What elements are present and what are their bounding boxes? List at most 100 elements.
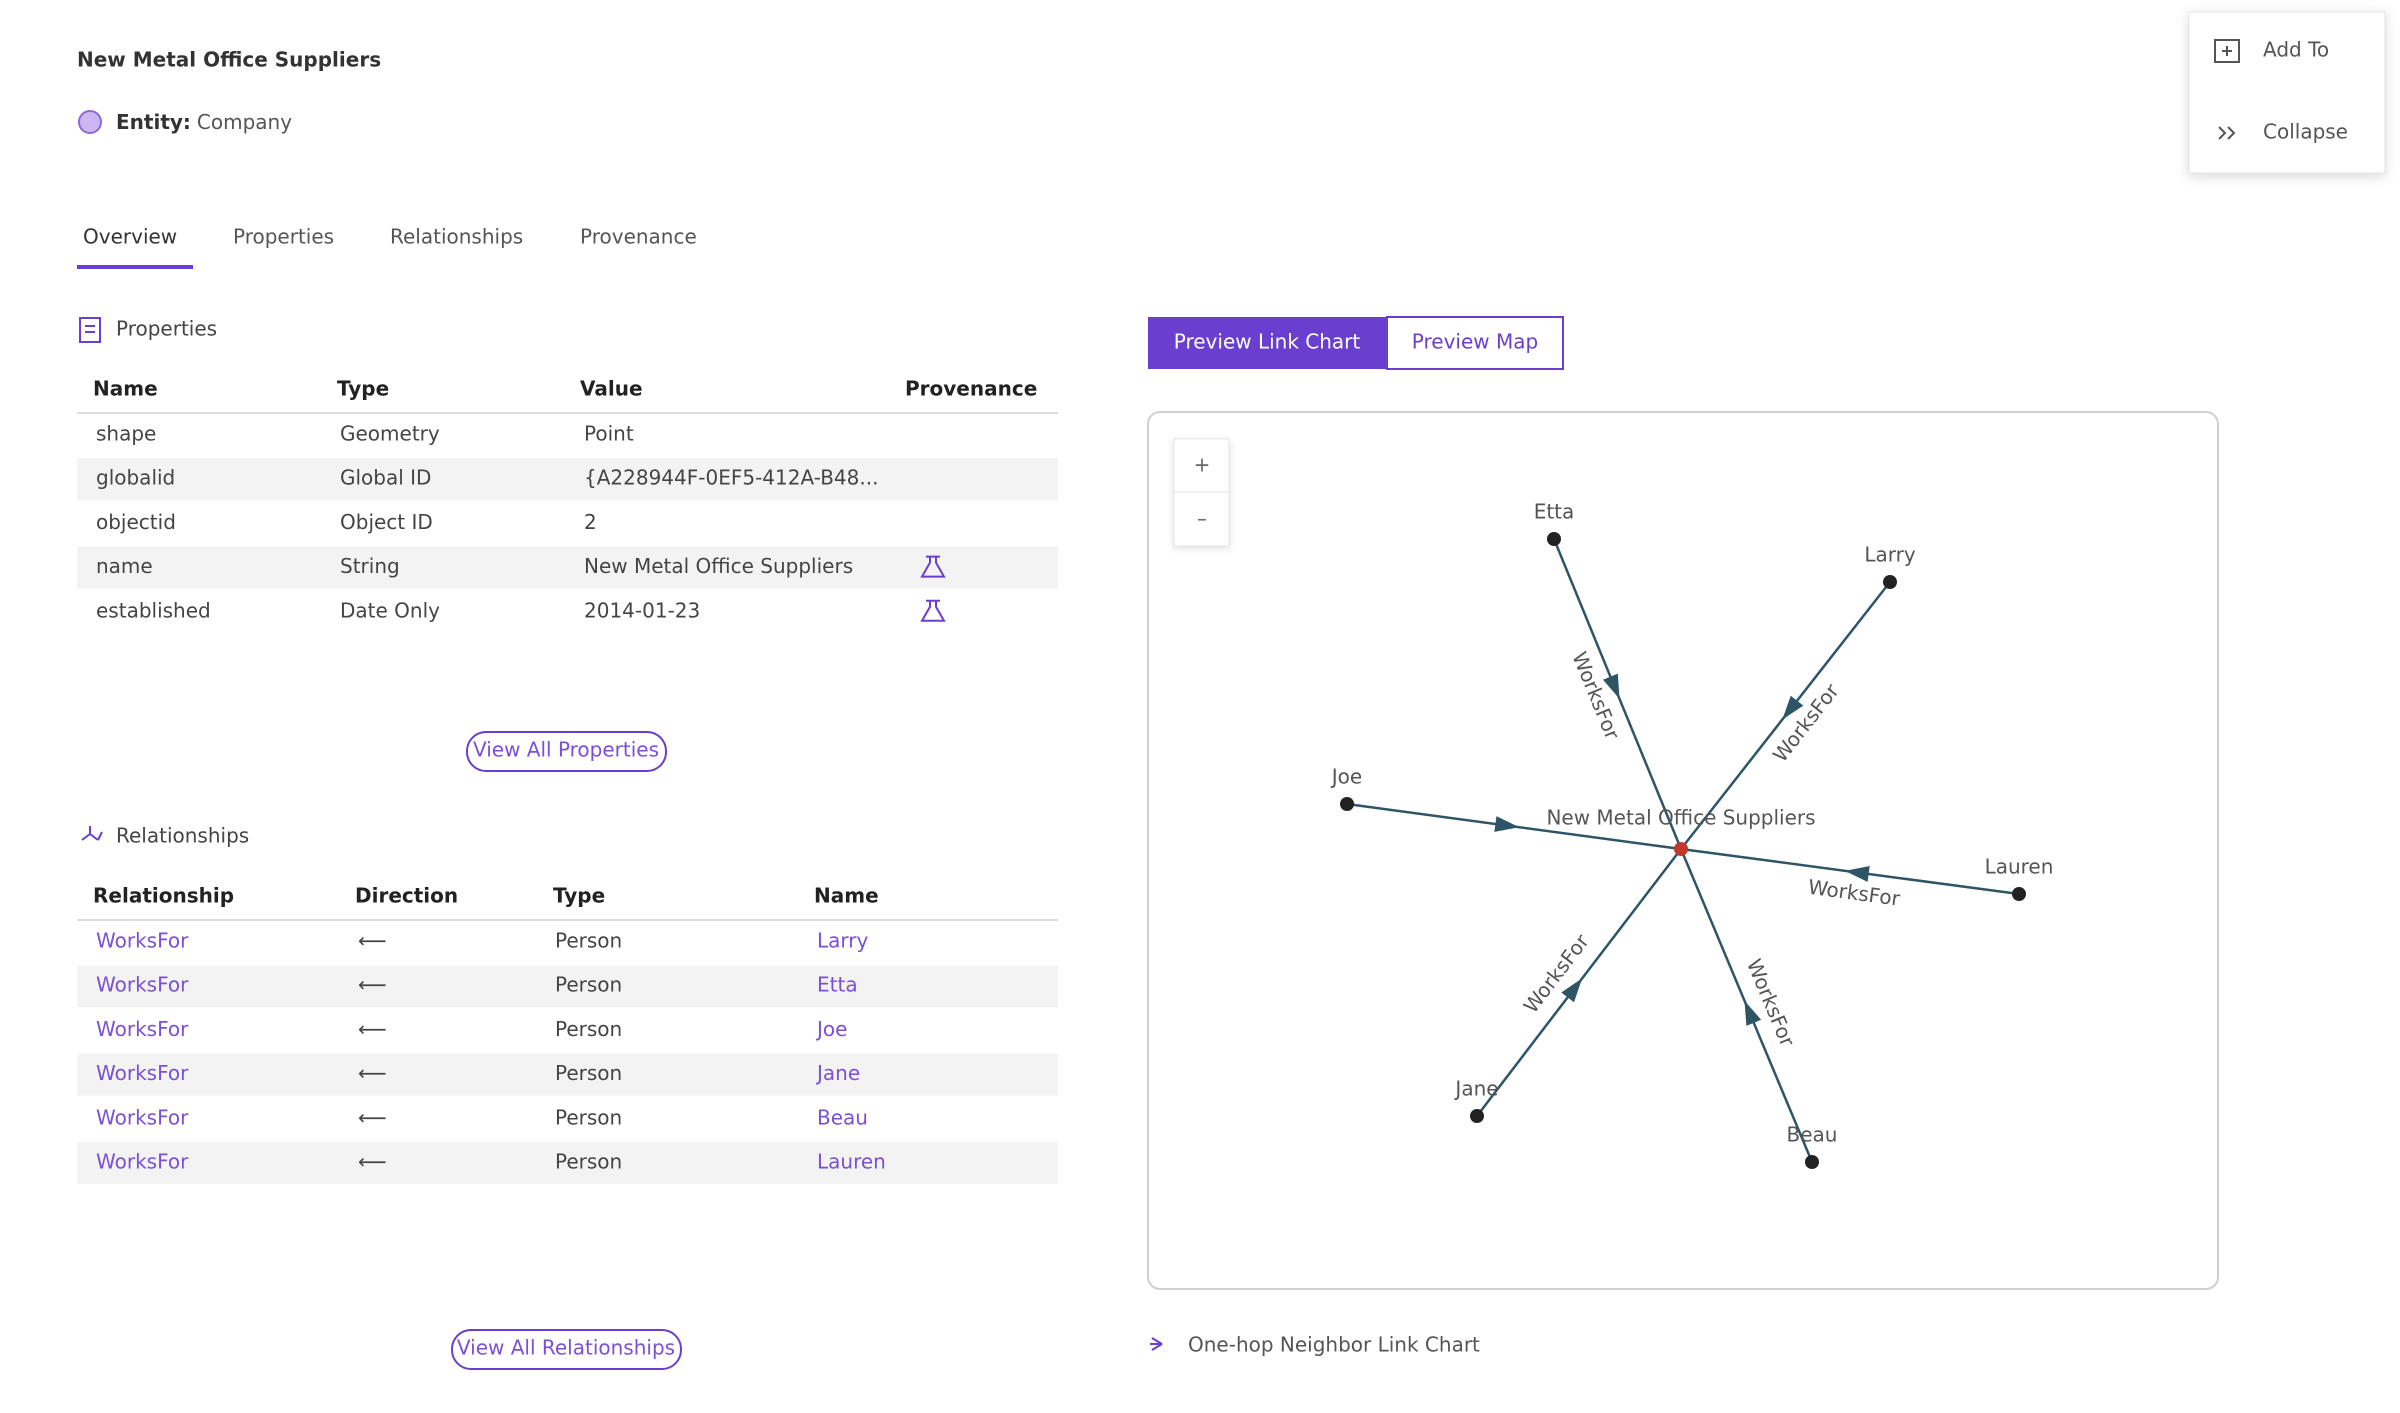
relationship-cell[interactable]: WorksFor — [96, 1017, 189, 1041]
relationship-cell[interactable]: WorksFor — [96, 929, 189, 953]
edge-arrow — [1744, 1000, 1762, 1026]
tab-underline — [77, 265, 193, 269]
relationship-cell: Person — [555, 929, 622, 953]
column-header: Type — [553, 884, 605, 908]
node-label: Joe — [1330, 765, 1362, 789]
node-label: Beau — [1787, 1123, 1838, 1147]
node[interactable] — [1340, 797, 1354, 811]
property-cell: Date Only — [340, 598, 440, 622]
tab[interactable]: Provenance — [580, 225, 697, 249]
toggle-label[interactable]: Preview Map — [1412, 330, 1538, 354]
page-title: New Metal Office Suppliers — [77, 48, 381, 72]
section-heading: Properties — [116, 317, 217, 341]
button-label[interactable]: View All Relationships — [457, 1336, 675, 1360]
properties-icon-lines — [85, 325, 95, 333]
relationship-cell[interactable]: Lauren — [817, 1150, 886, 1174]
column-header: Relationship — [93, 884, 234, 908]
relationship-cell: Person — [555, 1150, 622, 1174]
node-label: Etta — [1534, 500, 1575, 524]
property-cell: shape — [96, 422, 156, 446]
add-icon — [2214, 39, 2240, 63]
tab[interactable]: Relationships — [390, 225, 523, 249]
column-header: Provenance — [905, 377, 1037, 401]
relationship-cell[interactable]: WorksFor — [96, 973, 189, 997]
relationship-cell[interactable]: Joe — [815, 1017, 847, 1041]
relationship-cell[interactable]: Larry — [817, 929, 868, 953]
property-cell: established — [96, 598, 211, 622]
row-background — [77, 1142, 1058, 1184]
node-label: Jane — [1453, 1077, 1498, 1101]
toggle-label[interactable]: Preview Link Chart — [1174, 330, 1361, 354]
relationship-cell: Person — [555, 1017, 622, 1041]
edge-arrow — [1844, 866, 1870, 882]
tab[interactable]: Overview — [83, 225, 177, 249]
entity-line: Entity: Company — [116, 110, 292, 134]
entity-dot — [78, 110, 102, 134]
property-cell: 2 — [584, 510, 597, 534]
caption-icon — [1150, 1337, 1163, 1351]
property-cell: Object ID — [340, 510, 433, 534]
relationship-cell[interactable]: WorksFor — [96, 1061, 189, 1085]
toggle-active[interactable] — [1148, 317, 1387, 369]
property-cell: New Metal Office Suppliers — [584, 554, 853, 578]
relationship-cell: Person — [555, 1061, 622, 1085]
relationship-cell: ⟵ — [358, 973, 387, 997]
node[interactable] — [1883, 575, 1897, 589]
relationship-cell: Person — [555, 973, 622, 997]
edge-arrow — [1603, 673, 1620, 699]
node[interactable] — [2012, 887, 2026, 901]
property-cell: objectid — [96, 510, 176, 534]
relationship-cell: ⟵ — [358, 1061, 387, 1085]
provenance-icon[interactable] — [920, 599, 946, 622]
property-cell: Global ID — [340, 466, 431, 490]
relationship-cell[interactable]: Etta — [817, 973, 858, 997]
button-label[interactable]: View All Properties — [473, 738, 659, 762]
row-background — [77, 458, 1058, 501]
edge-arrow — [1494, 816, 1520, 832]
node[interactable] — [1805, 1155, 1819, 1169]
row-background — [77, 546, 1058, 589]
center-node[interactable] — [1674, 842, 1688, 856]
node-label: Larry — [1864, 543, 1915, 567]
panel-item[interactable]: Add To — [2263, 38, 2329, 62]
row-background — [77, 965, 1058, 1008]
edge-arrow — [1561, 978, 1583, 1003]
button-outline[interactable] — [466, 731, 667, 772]
panel — [2188, 11, 2386, 174]
zoom-in[interactable]: + — [1194, 453, 1211, 477]
property-cell: name — [96, 554, 153, 578]
relationship-cell: ⟵ — [358, 1150, 387, 1174]
zoom-out[interactable]: – — [1197, 507, 1207, 531]
provenance-icon[interactable] — [920, 555, 946, 578]
property-cell: Point — [584, 422, 634, 446]
relationship-cell[interactable]: Beau — [817, 1105, 868, 1129]
node[interactable] — [1547, 532, 1561, 546]
tab[interactable]: Properties — [233, 225, 334, 249]
toggle-inactive[interactable] — [1386, 316, 1564, 370]
entity-value: Company — [197, 110, 292, 134]
relationship-cell: ⟵ — [358, 1017, 387, 1041]
property-cell: String — [340, 554, 400, 578]
relationships-icon — [81, 826, 103, 841]
column-header: Name — [814, 884, 879, 908]
button-outline[interactable] — [451, 1329, 682, 1370]
relationship-cell: ⟵ — [358, 929, 387, 953]
relationship-cell: Person — [555, 1105, 622, 1129]
node-label: Lauren — [1985, 855, 2054, 879]
property-cell: 2014-01-23 — [584, 598, 700, 622]
relationship-cell[interactable]: WorksFor — [96, 1150, 189, 1174]
column-header: Name — [93, 377, 158, 401]
column-header: Type — [337, 377, 389, 401]
edge-arrow — [1782, 695, 1804, 720]
relationship-cell[interactable]: WorksFor — [96, 1105, 189, 1129]
collapse-icon — [2218, 126, 2236, 140]
relationship-cell[interactable]: Jane — [815, 1061, 860, 1085]
property-cell: {A228944F-0EF5-412A-B48... — [584, 466, 878, 490]
panel-item[interactable]: Collapse — [2263, 120, 2348, 144]
node[interactable] — [1470, 1109, 1484, 1123]
column-header: Value — [580, 377, 643, 401]
column-header: Direction — [355, 884, 458, 908]
entity-label: Entity: — [116, 110, 191, 134]
chart-caption: One-hop Neighbor Link Chart — [1188, 1333, 1480, 1357]
